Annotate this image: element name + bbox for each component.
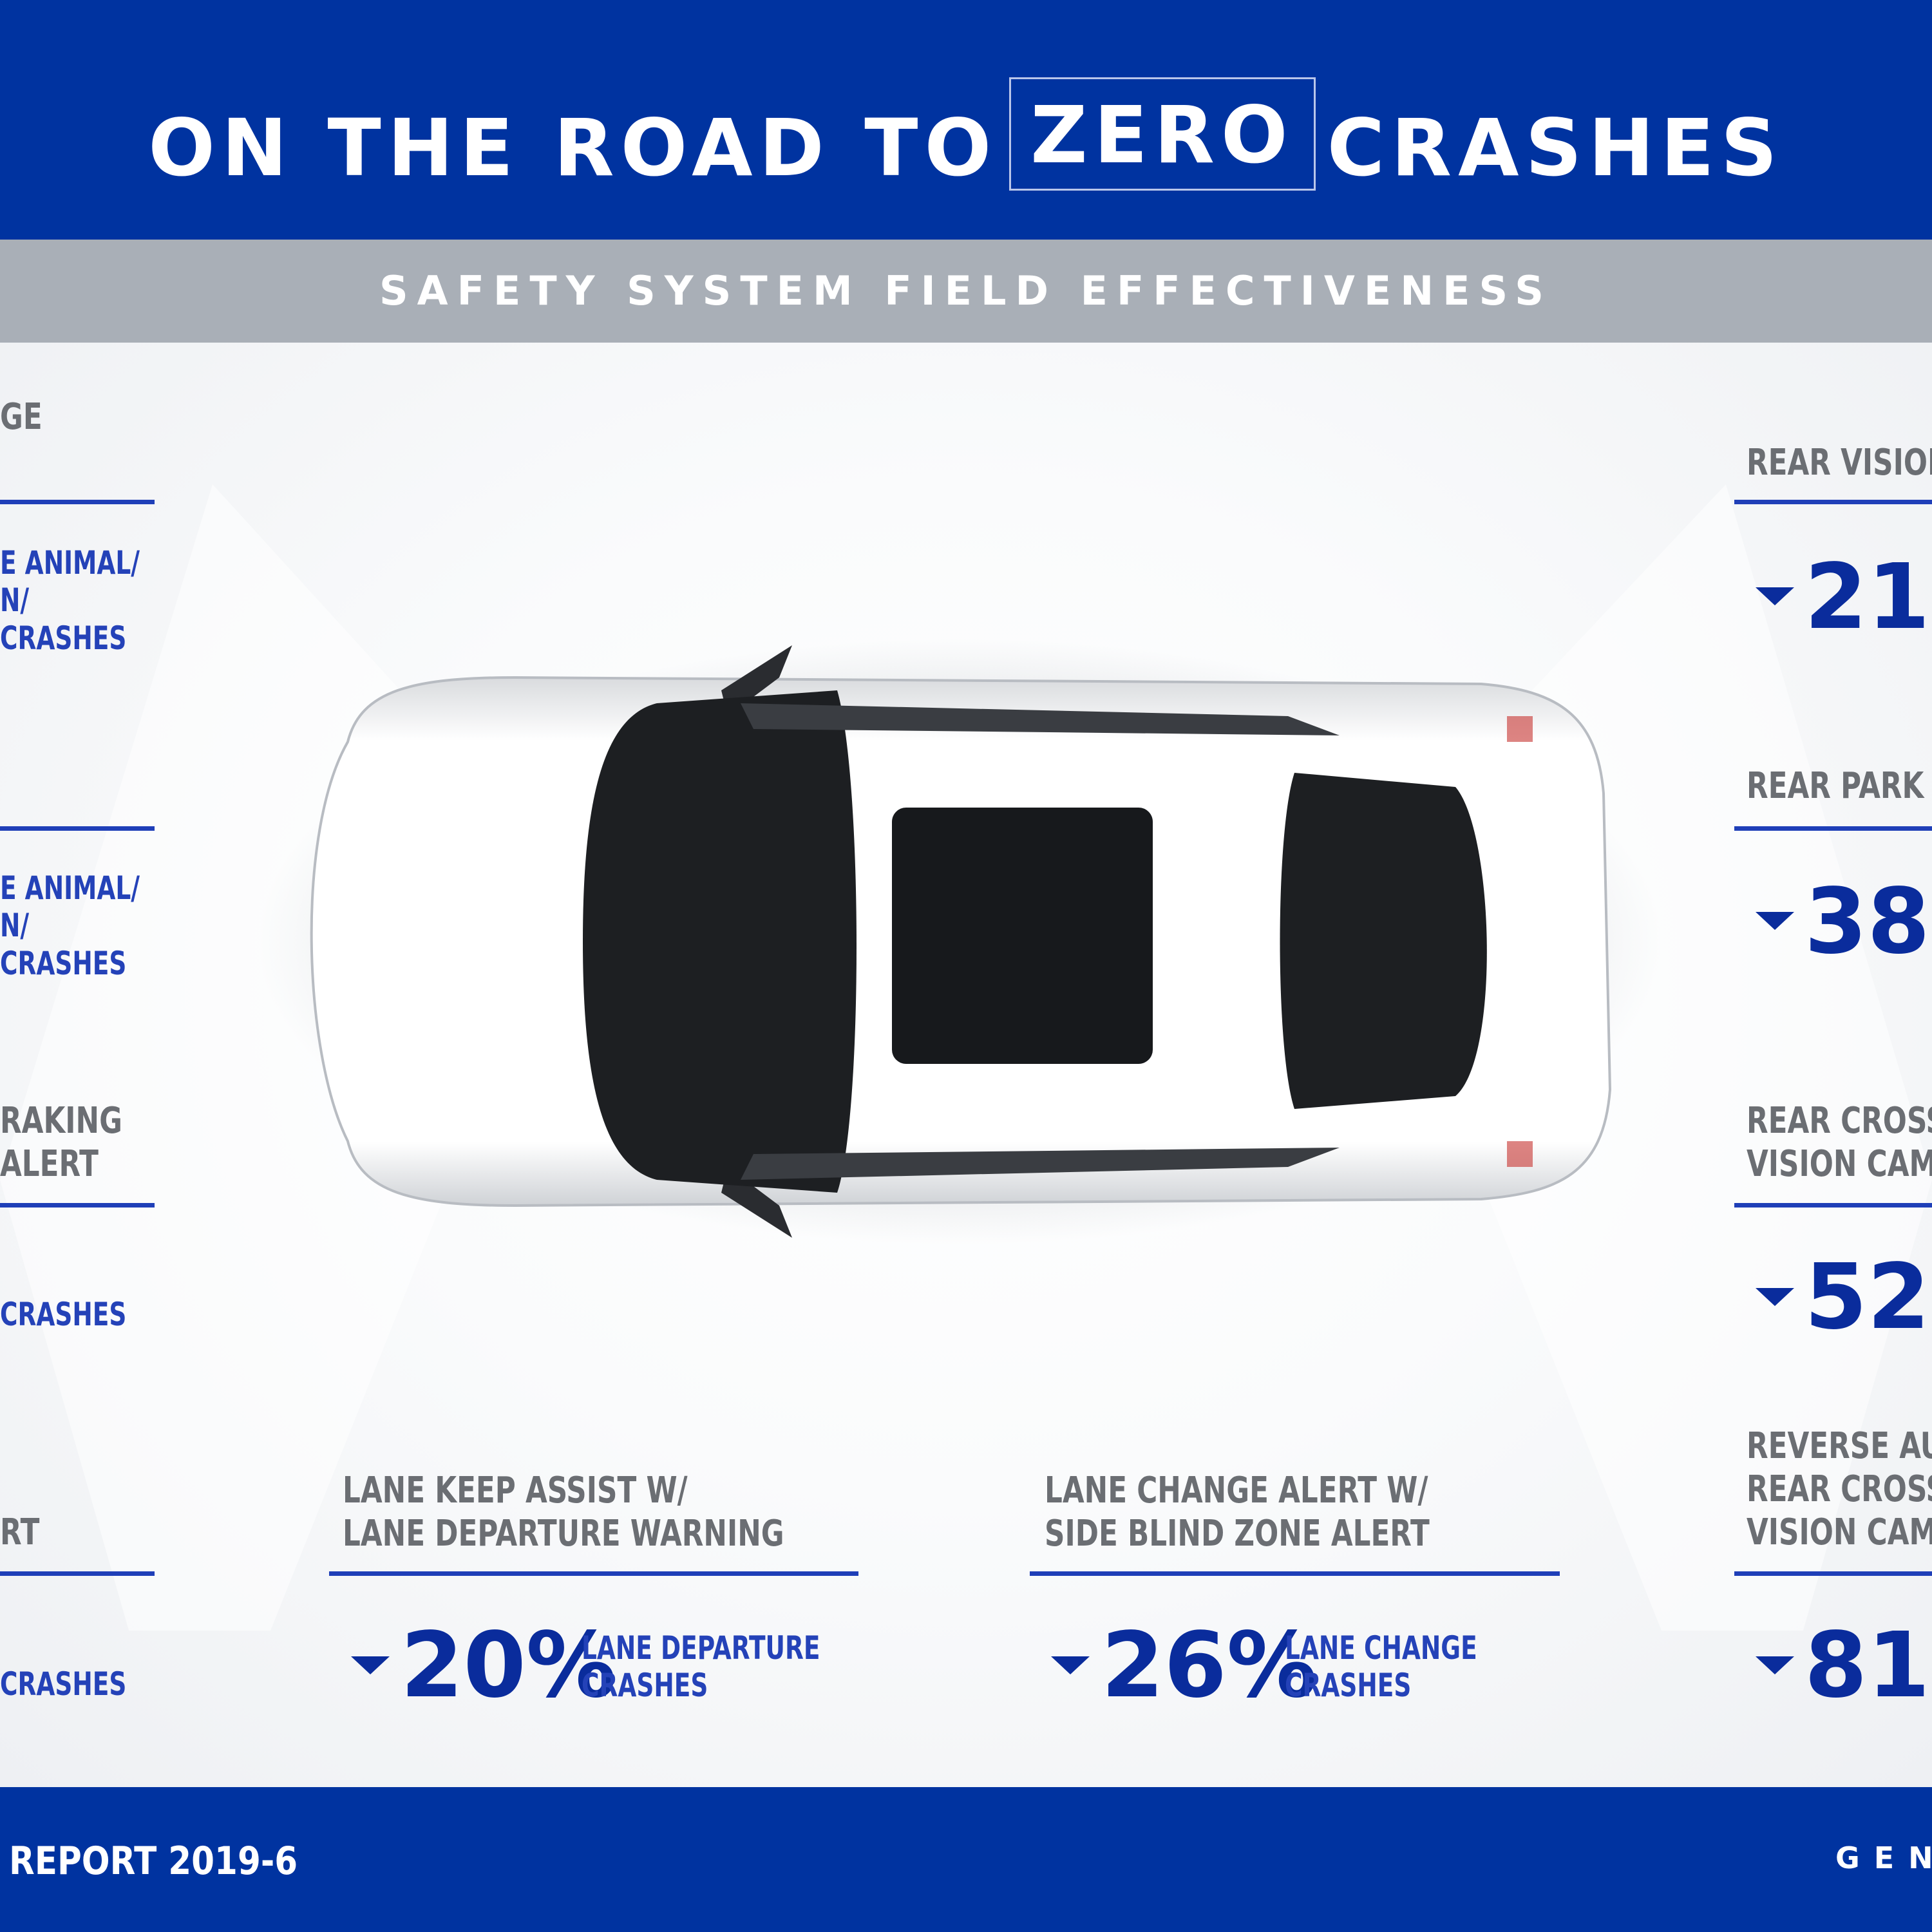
brand-logo-text: GEN (1835, 1841, 1932, 1875)
lane-keep-value: 20% (401, 1613, 617, 1718)
left-sub-2b: N/ (0, 907, 30, 944)
left-sub-2c: CRASHES (0, 945, 127, 982)
rear-vision-label: REAR VISION C (1747, 442, 1932, 484)
footer-banner (0, 1787, 1932, 1932)
left-label-3b: ALERT (0, 1143, 99, 1185)
subtitle-band (0, 240, 1932, 343)
subtitle: SAFETY SYSTEM FIELD EFFECTIVENESS (379, 267, 1553, 314)
lane-change-value: 26% (1101, 1613, 1318, 1718)
left-sub-4: CRASHES (0, 1665, 127, 1703)
lane-change-label-a: LANE CHANGE ALERT W/ (1045, 1470, 1428, 1511)
divider (0, 1203, 155, 1208)
left-label-3a: RAKING (0, 1100, 122, 1142)
lane-change-sub-a: LANE CHANGE (1285, 1629, 1477, 1667)
report-id: REPORT 2019-6 (9, 1839, 298, 1884)
divider (1734, 1571, 1932, 1576)
rear-cross-label-b: VISION CAME (1747, 1143, 1932, 1185)
down-arrow-icon (1051, 1656, 1090, 1674)
rear-park-label: REAR PARK AS (1747, 765, 1932, 807)
left-label-1: GE (0, 396, 43, 438)
lane-change-sub-b: CRASHES (1285, 1667, 1412, 1704)
reverse-auto-label-b: REAR CROSS T (1747, 1468, 1932, 1510)
rear-cross-label-a: REAR CROSS T (1747, 1100, 1932, 1142)
title-part: CRASHES (1327, 102, 1784, 194)
divider (1030, 1571, 1560, 1576)
lane-keep-label-a: LANE KEEP ASSIST W/ (343, 1470, 688, 1511)
left-sub-2a: E ANIMAL/ (0, 869, 140, 907)
lane-keep-sub-a: LANE DEPARTURE (582, 1629, 820, 1667)
lane-keep-sub-b: CRASHES (582, 1667, 708, 1704)
divider (0, 1571, 155, 1576)
divider (1734, 500, 1932, 504)
down-arrow-icon (351, 1656, 390, 1674)
divider (1734, 826, 1932, 831)
lane-keep-label-b: LANE DEPARTURE WARNING (343, 1513, 784, 1555)
car-top-view (258, 639, 1662, 1244)
lane-change-label-b: SIDE BLIND ZONE ALERT (1045, 1513, 1430, 1555)
down-arrow-icon (1756, 1288, 1794, 1306)
page-title: ON THE ROAD TO ZERO CRASHES (0, 77, 1932, 204)
down-arrow-icon (1756, 587, 1794, 605)
down-arrow-icon (1756, 912, 1794, 930)
left-sub-1b: N/ (0, 582, 30, 619)
reverse-auto-label-a: REVERSE AUT (1747, 1425, 1932, 1467)
left-sub-1a: E ANIMAL/ (0, 544, 140, 582)
rear-park-value: 38% (1804, 869, 1932, 974)
title-boxed-word: ZERO (1009, 77, 1316, 191)
divider (0, 500, 155, 504)
reverse-auto-label-c: VISION CAME (1747, 1511, 1932, 1553)
divider (329, 1571, 858, 1576)
rear-vision-value: 21% (1804, 545, 1932, 650)
left-sub-3: CRASHES (0, 1296, 127, 1333)
infographic-stage (0, 343, 1932, 1787)
left-label-4: RT (0, 1511, 40, 1553)
down-arrow-icon (1756, 1656, 1794, 1674)
divider (0, 826, 155, 831)
header-banner (0, 0, 1932, 240)
reverse-auto-value: 81% (1804, 1613, 1932, 1718)
left-sub-1c: CRASHES (0, 620, 127, 657)
rear-cross-value: 52% (1804, 1245, 1932, 1350)
divider (1734, 1203, 1932, 1208)
title-part: ON THE ROAD TO (148, 102, 998, 194)
